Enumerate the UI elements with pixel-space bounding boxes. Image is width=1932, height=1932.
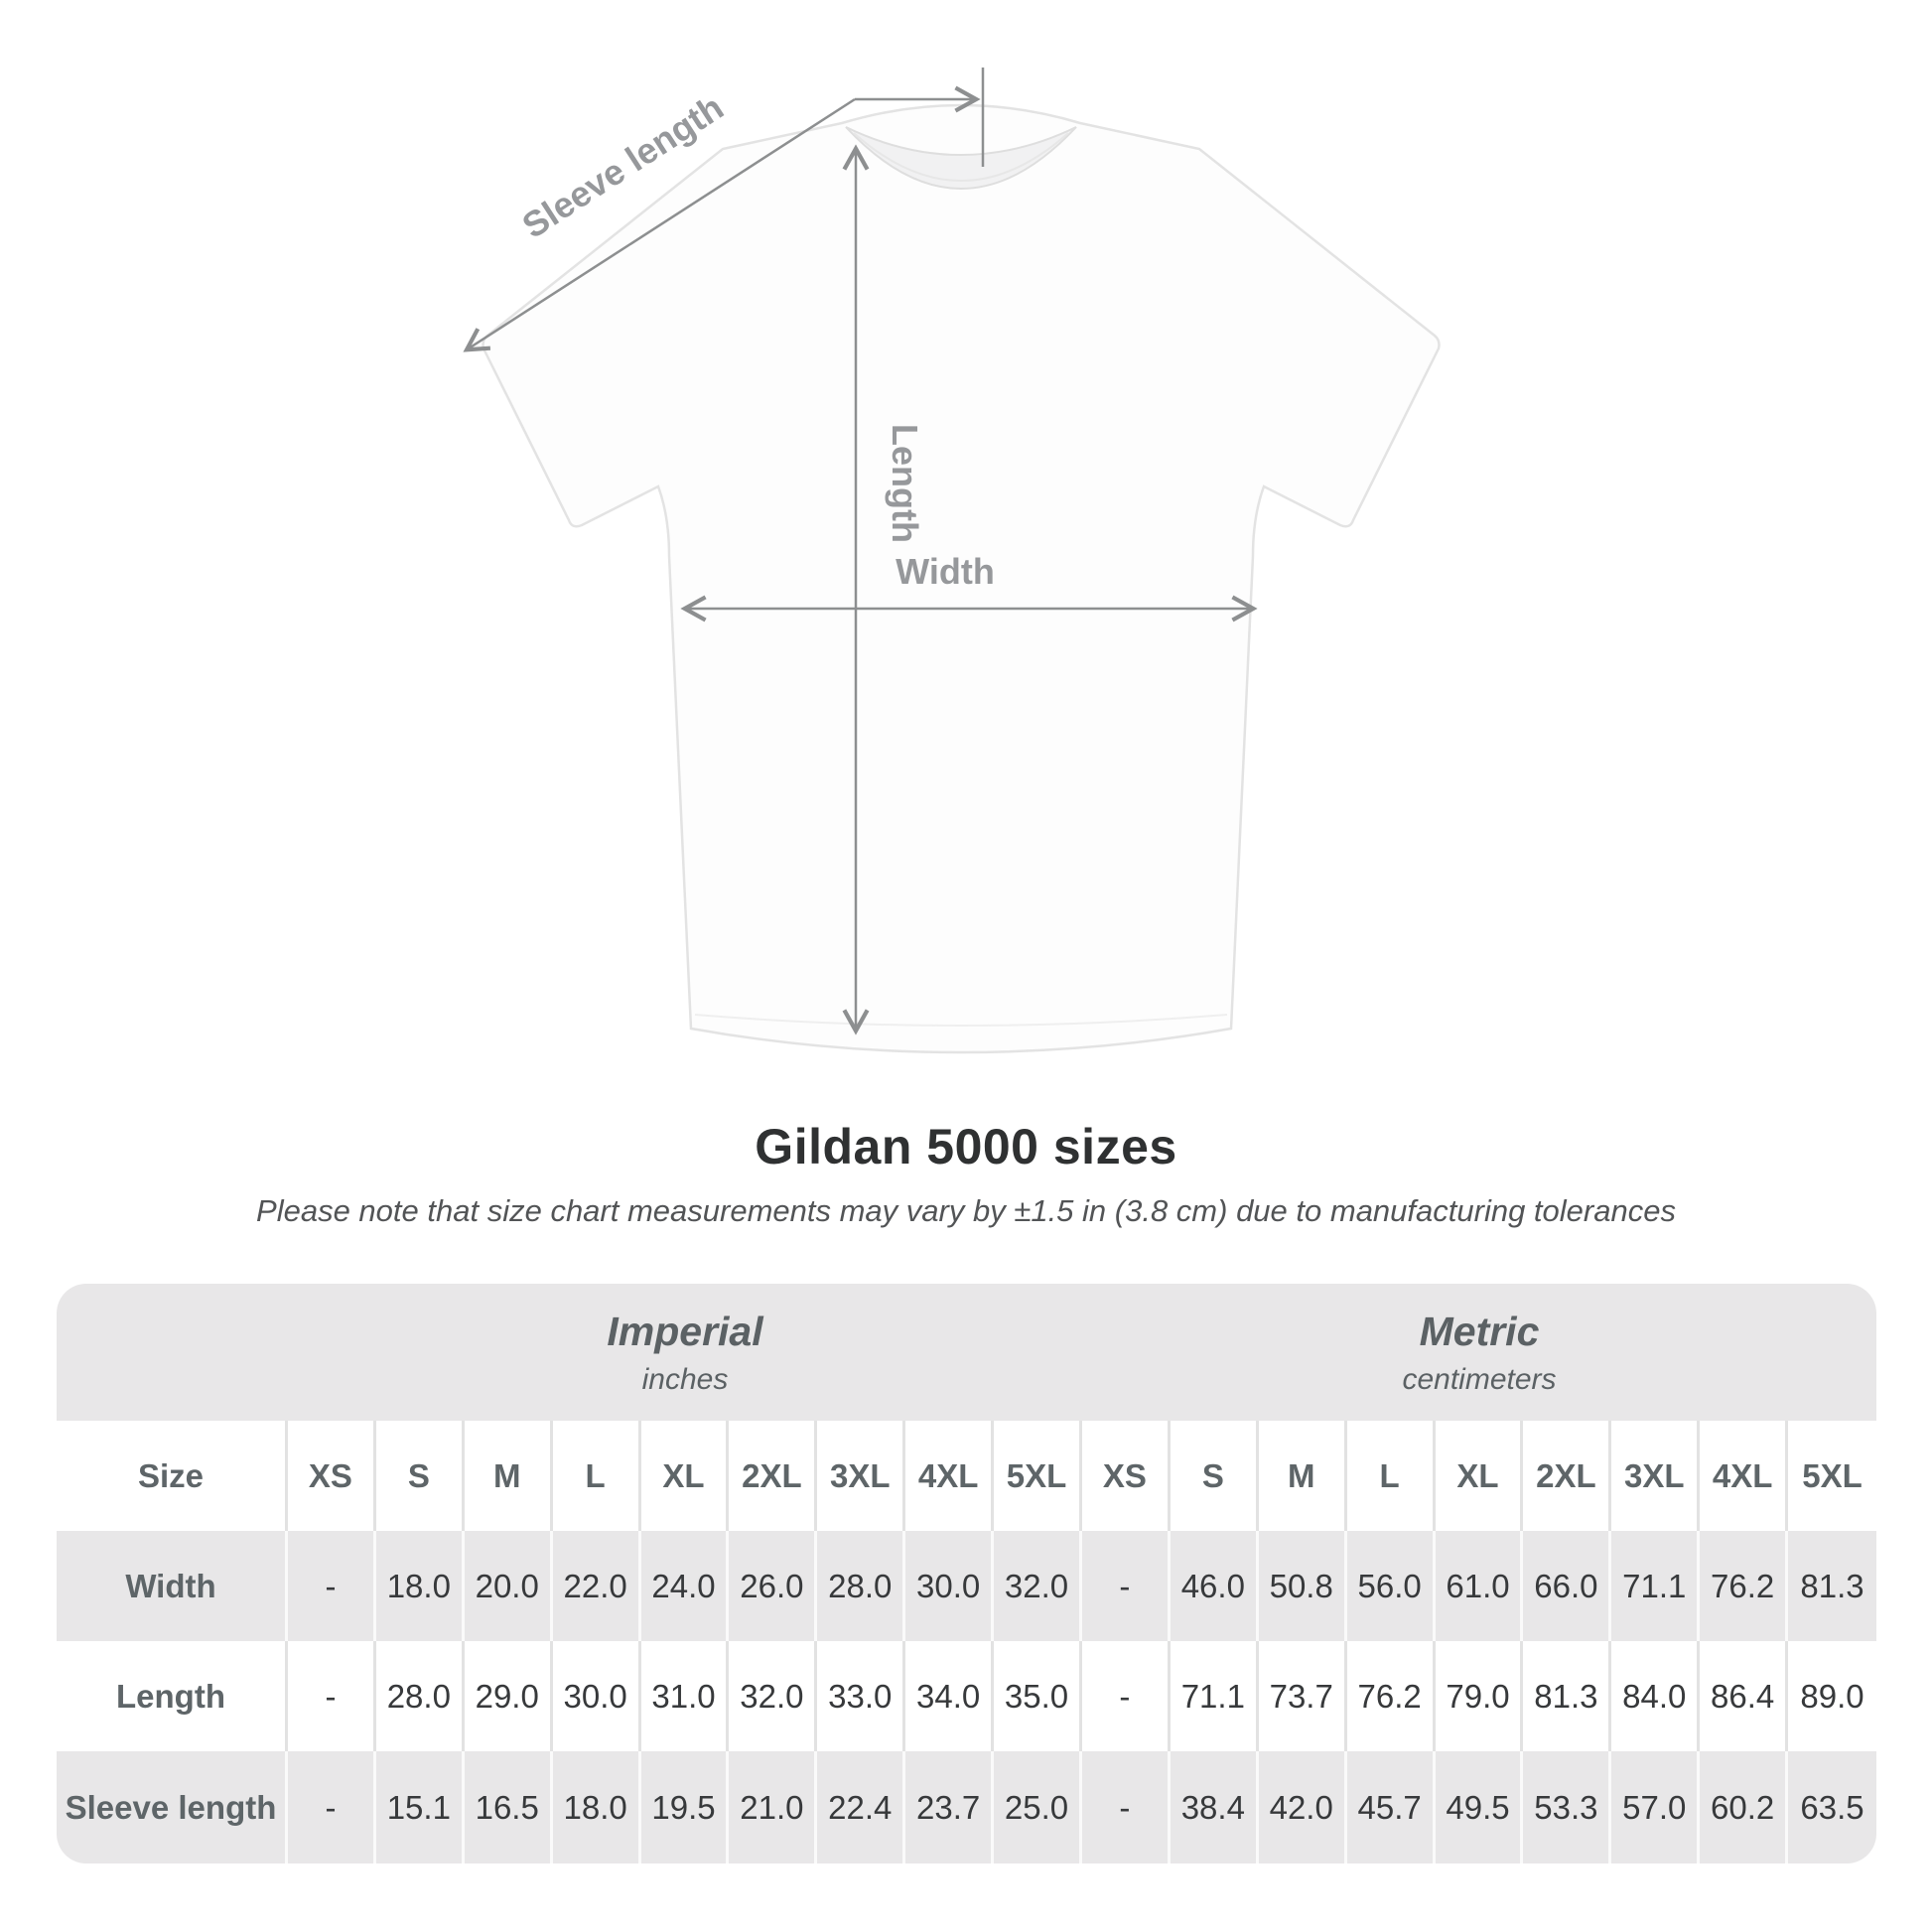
size-column-header: XL — [1436, 1421, 1524, 1531]
size-column-header: 2XL — [1523, 1421, 1612, 1531]
length-value-cell: 89.0 — [1800, 1677, 1864, 1715]
width-value-cell: 26.0 — [729, 1531, 818, 1641]
tshirt-hem-stitch — [694, 1014, 1228, 1027]
sleeve-length-value-cell: - — [288, 1751, 376, 1863]
width-value-cell: 28.0 — [817, 1531, 906, 1641]
table-row-width: Width -18.0 20.0 22.0 24.0 26.0 28.0 30.0 32.0-… — [57, 1531, 1876, 1641]
size-column-header: 5XL — [994, 1421, 1082, 1531]
tshirt-outline — [482, 103, 1441, 1054]
width-label: Width — [896, 551, 995, 592]
size-column-header: S — [1171, 1421, 1259, 1531]
sleeve-length-value-cell: 19.5 — [641, 1751, 730, 1863]
length-value-cell: 84.0 — [1611, 1641, 1701, 1751]
width-value-cell: - — [1082, 1531, 1171, 1641]
imperial-group-name: Imperial — [607, 1308, 763, 1354]
width-row-label: Width — [57, 1531, 288, 1641]
size-column-header: XS — [1082, 1421, 1171, 1531]
table-header-row: Size XS S M L XL 2XL 3XL 4XL 5XL XS S M L XL 2XL 3XL 4XL… — [57, 1421, 1876, 1531]
width-value-cell: 81.3 — [1800, 1567, 1864, 1604]
sleeve-length-value-cell: 23.7 — [905, 1751, 995, 1863]
length-value-cell: - — [288, 1641, 376, 1751]
sleeve-length-value-cell: 15.1 — [376, 1751, 465, 1863]
size-column-header: 3XL — [1611, 1421, 1701, 1531]
sleeve-length-value-cell: 57.0 — [1611, 1751, 1701, 1863]
sleeve-length-value-cell: 25.0 — [994, 1751, 1082, 1863]
metric-group-header: Metric centimeters — [1082, 1284, 1876, 1421]
length-value-cell: 28.0 — [376, 1641, 465, 1751]
width-value-cell: 66.0 — [1523, 1531, 1612, 1641]
tshirt-measurement-diagram: Sleeve length Length Width — [463, 68, 1441, 1054]
size-column-header: XS — [288, 1421, 376, 1531]
sleeve-length-value-cell: 60.2 — [1700, 1751, 1789, 1863]
length-value-cell: 33.0 — [817, 1641, 906, 1751]
length-value-cell: 81.3 — [1523, 1641, 1612, 1751]
size-column-header: M — [465, 1421, 553, 1531]
chart-title: Gildan 5000 sizes — [755, 1119, 1177, 1174]
width-value-cell: 56.0 — [1347, 1531, 1436, 1641]
width-value-cell: 46.0 — [1171, 1531, 1259, 1641]
width-value-cell: 61.0 — [1436, 1531, 1524, 1641]
tolerance-note: Please note that size chart measurements… — [256, 1193, 1676, 1228]
length-value-cell: - — [1082, 1641, 1171, 1751]
size-column-header: 4XL — [905, 1421, 995, 1531]
width-value-cell: - — [288, 1531, 376, 1641]
width-value-cell: 22.0 — [553, 1531, 641, 1641]
imperial-group-header: Imperial inches — [288, 1284, 1082, 1421]
width-value-cell: 50.8 — [1259, 1531, 1347, 1641]
width-value-cell: 18.0 — [376, 1531, 465, 1641]
sleeve-length-value-cell: 21.0 — [729, 1751, 818, 1863]
sleeve-length-value-cell: - — [1082, 1751, 1171, 1863]
size-column-header: 3XL — [817, 1421, 906, 1531]
sleeve-length-value-cell: 38.4 — [1171, 1751, 1259, 1863]
size-column-header: M — [1259, 1421, 1347, 1531]
sleeve-length-value-cell: 45.7 — [1347, 1751, 1436, 1863]
size-column-header: L — [1347, 1421, 1436, 1531]
length-row-label: Length — [57, 1641, 288, 1751]
sleeve-length-value-cell: 18.0 — [553, 1751, 641, 1863]
sleeve-length-row-label: Sleeve length — [57, 1751, 288, 1863]
sleeve-length-value-cell: 16.5 — [465, 1751, 553, 1863]
size-column-header: S — [376, 1421, 465, 1531]
width-value-cell: 30.0 — [905, 1531, 995, 1641]
sleeve-length-arrow-diagonal — [463, 97, 856, 352]
sleeve-length-value-cell: 49.5 — [1436, 1751, 1524, 1863]
width-value-cell: 20.0 — [465, 1531, 553, 1641]
length-value-cell: 86.4 — [1700, 1641, 1789, 1751]
length-value-cell: 30.0 — [553, 1641, 641, 1751]
size-column-header: 5XL — [1802, 1456, 1863, 1494]
tshirt-collar-seam — [853, 132, 1069, 182]
size-column-header: L — [553, 1421, 641, 1531]
length-value-cell: 34.0 — [905, 1641, 995, 1751]
sleeve-length-value-cell: 42.0 — [1259, 1751, 1347, 1863]
sleeve-length-value-cell: 53.3 — [1523, 1751, 1612, 1863]
width-value-cell: 76.2 — [1700, 1531, 1789, 1641]
length-value-cell: 73.7 — [1259, 1641, 1347, 1751]
length-value-cell: 76.2 — [1347, 1641, 1436, 1751]
length-value-cell: 29.0 — [465, 1641, 553, 1751]
tshirt-collar — [845, 126, 1077, 190]
size-column-header: 4XL — [1700, 1421, 1789, 1531]
width-value-cell: 71.1 — [1611, 1531, 1701, 1641]
length-value-cell: 79.0 — [1436, 1641, 1524, 1751]
length-value-cell: 31.0 — [641, 1641, 730, 1751]
size-header-cell: Size — [57, 1421, 288, 1531]
unit-group-band: Imperial inches Metric centimeters — [57, 1284, 1876, 1421]
width-value-cell: 32.0 — [994, 1531, 1082, 1641]
size-chart-table: Imperial inches Metric centimeters Size … — [57, 1284, 1876, 1863]
sleeve-length-value-cell: 63.5 — [1800, 1788, 1864, 1826]
length-value-cell: 35.0 — [994, 1641, 1082, 1751]
length-label: Length — [885, 424, 925, 543]
sleeve-length-value-cell: 22.4 — [817, 1751, 906, 1863]
metric-group-name: Metric — [1419, 1308, 1540, 1354]
table-row-length: Length -28.0 29.0 30.0 31.0 32.0 33.0 34.0 35.0… — [57, 1641, 1876, 1751]
width-value-cell: 24.0 — [641, 1531, 730, 1641]
metric-group-unit: centimeters — [1402, 1362, 1557, 1396]
imperial-group-unit: inches — [641, 1362, 729, 1396]
size-column-header: XL — [641, 1421, 730, 1531]
length-value-cell: 32.0 — [729, 1641, 818, 1751]
length-value-cell: 71.1 — [1171, 1641, 1259, 1751]
size-column-header: 2XL — [729, 1421, 818, 1531]
table-row-sleeve-length: Sleeve length -15.1 16.5 18.0 19.5 21.0 22.4 2… — [57, 1751, 1876, 1863]
